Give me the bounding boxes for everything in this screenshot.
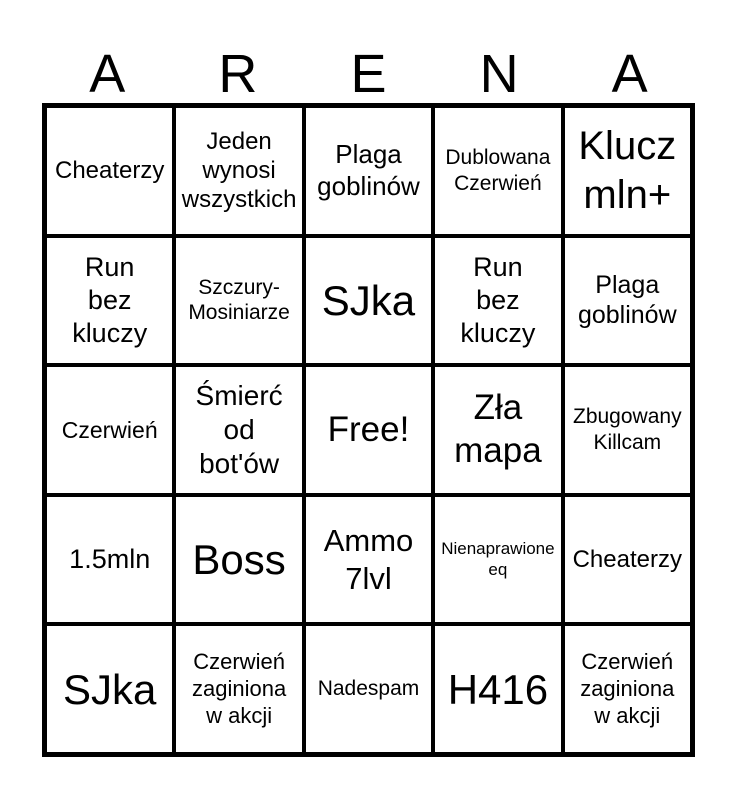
bingo-cell[interactable]: Run bez kluczy <box>45 235 175 366</box>
bingo-cell[interactable]: SJka <box>303 235 434 366</box>
bingo-cell[interactable]: 1.5mln <box>45 494 175 625</box>
bingo-cell[interactable]: Plaga goblinów <box>562 235 692 366</box>
bingo-cell[interactable]: Jeden wynosi wszystkich <box>174 106 304 236</box>
bingo-cell[interactable]: SJka <box>45 624 175 754</box>
bingo-cell[interactable]: Czerwień zaginiona w akcji <box>562 624 692 754</box>
bingo-cell[interactable]: Śmierć od bot'ów <box>174 365 304 495</box>
card-title: A R E N A <box>42 44 695 104</box>
title-letter-2: R <box>218 44 258 104</box>
bingo-cell[interactable]: Szczury- Mosiniarze <box>174 235 304 366</box>
bingo-cell[interactable]: Plaga goblinów <box>303 106 434 236</box>
bingo-cell[interactable]: Zbugowany Killcam <box>562 365 692 495</box>
bingo-cell[interactable]: Czerwień <box>45 365 175 495</box>
bingo-cell[interactable]: Nienaprawione eq <box>433 494 563 625</box>
bingo-cell-free[interactable]: Free! <box>303 365 434 495</box>
title-letter-4: N <box>479 44 519 104</box>
bingo-cell[interactable]: Nadespam <box>303 624 434 754</box>
bingo-cell[interactable]: Czerwień zaginiona w akcji <box>174 624 304 754</box>
bingo-cell[interactable]: Run bez kluczy <box>433 235 563 366</box>
bingo-card: A R E N A Cheaterzy Jeden wynosi wszystk… <box>42 45 695 757</box>
title-letter-5: A <box>611 44 648 104</box>
bingo-grid: Cheaterzy Jeden wynosi wszystkich Plaga … <box>42 103 695 757</box>
bingo-cell[interactable]: Zła mapa <box>433 365 563 495</box>
title-letter-1: A <box>89 44 126 104</box>
bingo-cell[interactable]: Ammo 7lvl <box>303 494 434 625</box>
bingo-cell[interactable]: Klucz mln+ <box>562 106 692 236</box>
bingo-cell[interactable]: Cheaterzy <box>45 106 175 236</box>
bingo-cell[interactable]: Boss <box>174 494 304 625</box>
bingo-cell[interactable]: Dublowana Czerwień <box>433 106 563 236</box>
bingo-cell[interactable]: Cheaterzy <box>562 494 692 625</box>
bingo-cell[interactable]: H416 <box>433 624 563 754</box>
title-letter-3: E <box>350 44 387 104</box>
